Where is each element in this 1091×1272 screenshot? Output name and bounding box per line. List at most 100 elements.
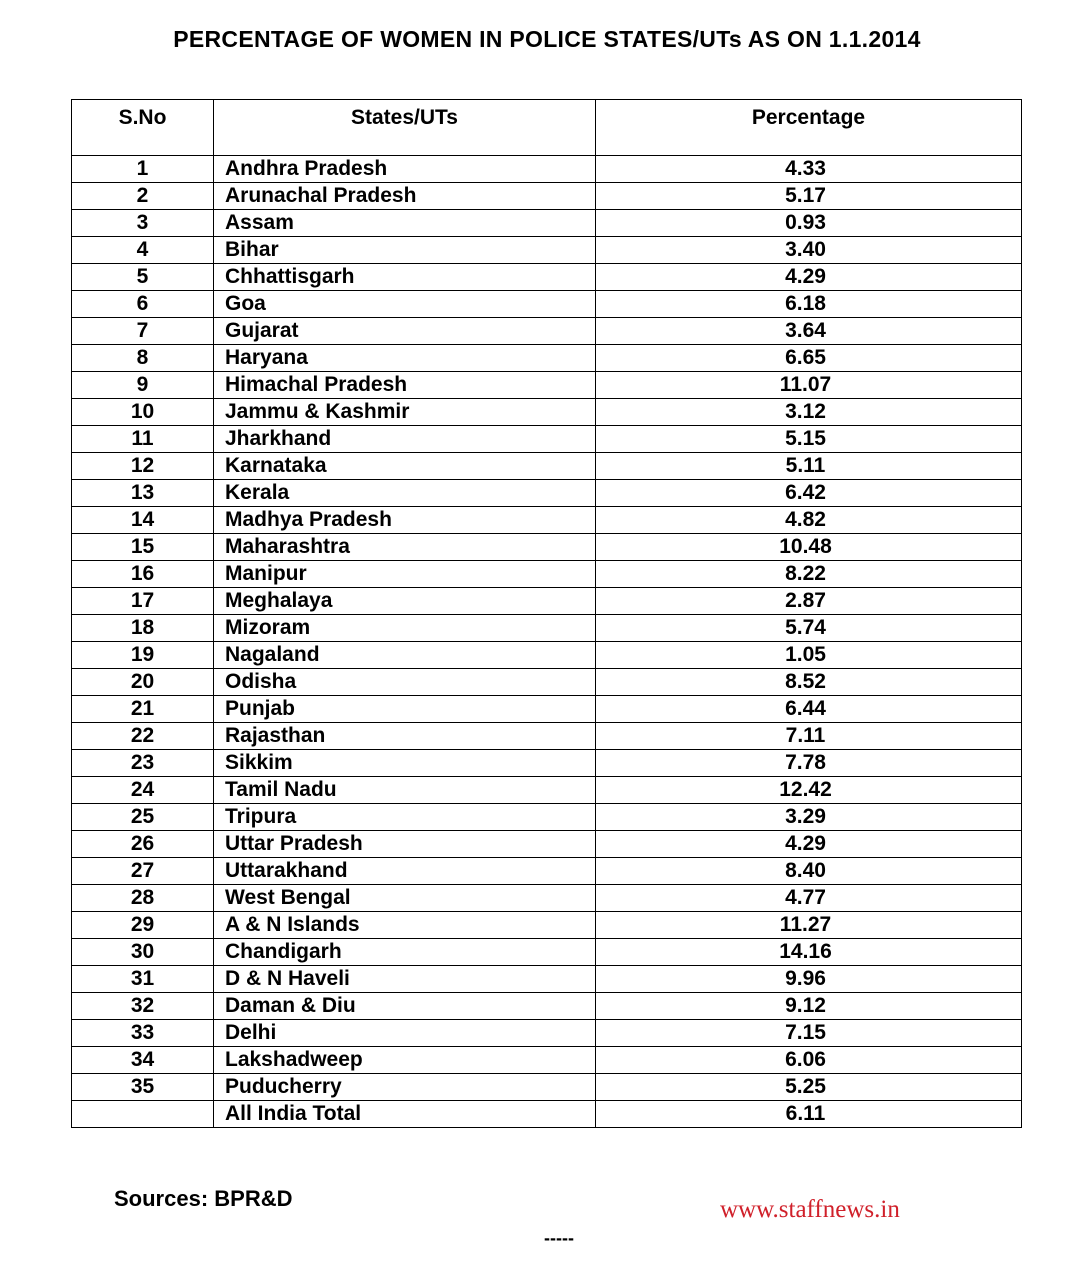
cell-sno: 25: [71, 803, 214, 831]
cell-state: Uttar Pradesh: [213, 830, 596, 858]
cell-state: All India Total: [213, 1100, 596, 1128]
cell-state: Tamil Nadu: [213, 776, 596, 804]
cell-sno: 22: [71, 722, 214, 750]
cell-percentage: 12.42: [595, 776, 1022, 804]
table-row: 19 Nagaland 1.05: [71, 641, 1022, 669]
table-row: 23 Sikkim 7.78: [71, 749, 1022, 777]
cell-sno: 29: [71, 911, 214, 939]
cell-sno: 28: [71, 884, 214, 912]
table-row: 16 Manipur 8.22: [71, 560, 1022, 588]
cell-percentage: 5.15: [595, 425, 1022, 453]
table-row: 18 Mizoram 5.74: [71, 614, 1022, 642]
cell-state: Lakshadweep: [213, 1046, 596, 1074]
cell-sno: 30: [71, 938, 214, 966]
cell-state: Puducherry: [213, 1073, 596, 1101]
table-row: 2 Arunachal Pradesh 5.17: [71, 182, 1022, 210]
cell-state: Arunachal Pradesh: [213, 182, 596, 210]
cell-sno: 33: [71, 1019, 214, 1047]
cell-sno: 18: [71, 614, 214, 642]
cell-state: Punjab: [213, 695, 596, 723]
table-row: 27 Uttarakhand 8.40: [71, 857, 1022, 885]
table-row: 33 Delhi 7.15: [71, 1019, 1022, 1047]
cell-state: Mizoram: [213, 614, 596, 642]
table-row: 30 Chandigarh 14.16: [71, 938, 1022, 966]
cell-sno: 24: [71, 776, 214, 804]
cell-state: Sikkim: [213, 749, 596, 777]
header-percentage: Percentage: [595, 99, 1022, 156]
cell-sno: 20: [71, 668, 214, 696]
table-row: 1 Andhra Pradesh 4.33: [71, 155, 1022, 183]
table-row: 14 Madhya Pradesh 4.82: [71, 506, 1022, 534]
total-row: All India Total 6.11: [71, 1100, 1022, 1128]
cell-sno: 17: [71, 587, 214, 615]
table-row: 10 Jammu & Kashmir 3.12: [71, 398, 1022, 426]
cell-state: Delhi: [213, 1019, 596, 1047]
table-row: 12 Karnataka 5.11: [71, 452, 1022, 480]
cell-percentage: 2.87: [595, 587, 1022, 615]
end-mark: -----: [544, 1228, 574, 1248]
table-row: 21 Punjab 6.44: [71, 695, 1022, 723]
cell-percentage: 5.25: [595, 1073, 1022, 1101]
cell-percentage: 8.52: [595, 668, 1022, 696]
cell-sno: 7: [71, 317, 214, 345]
cell-state: Gujarat: [213, 317, 596, 345]
cell-sno: 31: [71, 965, 214, 993]
cell-percentage: 0.93: [595, 209, 1022, 237]
table-row: 15 Maharashtra 10.48: [71, 533, 1022, 561]
cell-percentage: 6.11: [595, 1100, 1022, 1128]
cell-state: Karnataka: [213, 452, 596, 480]
cell-sno: 26: [71, 830, 214, 858]
table-row: 5 Chhattisgarh 4.29: [71, 263, 1022, 291]
cell-state: A & N Islands: [213, 911, 596, 939]
cell-sno: [71, 1100, 214, 1128]
cell-percentage: 4.29: [595, 263, 1022, 291]
table-row: 7 Gujarat 3.64: [71, 317, 1022, 345]
cell-state: Tripura: [213, 803, 596, 831]
cell-percentage: 8.22: [595, 560, 1022, 588]
cell-state: Haryana: [213, 344, 596, 372]
table-row: 26 Uttar Pradesh 4.29: [71, 830, 1022, 858]
cell-sno: 13: [71, 479, 214, 507]
cell-state: Jammu & Kashmir: [213, 398, 596, 426]
document-title: PERCENTAGE OF WOMEN IN POLICE STATES/UTs…: [173, 26, 921, 52]
cell-percentage: 6.06: [595, 1046, 1022, 1074]
table-row: 4 Bihar 3.40: [71, 236, 1022, 264]
cell-percentage: 3.64: [595, 317, 1022, 345]
cell-sno: 32: [71, 992, 214, 1020]
cell-state: Chhattisgarh: [213, 263, 596, 291]
cell-sno: 35: [71, 1073, 214, 1101]
cell-percentage: 5.74: [595, 614, 1022, 642]
cell-state: Madhya Pradesh: [213, 506, 596, 534]
cell-percentage: 4.29: [595, 830, 1022, 858]
header-sno: S.No: [71, 99, 214, 156]
cell-state: Manipur: [213, 560, 596, 588]
cell-percentage: 3.29: [595, 803, 1022, 831]
cell-state: Rajasthan: [213, 722, 596, 750]
cell-percentage: 5.11: [595, 452, 1022, 480]
table-row: 22 Rajasthan 7.11: [71, 722, 1022, 750]
cell-percentage: 6.44: [595, 695, 1022, 723]
cell-sno: 4: [71, 236, 214, 264]
cell-sno: 9: [71, 371, 214, 399]
cell-sno: 16: [71, 560, 214, 588]
cell-sno: 21: [71, 695, 214, 723]
cell-sno: 27: [71, 857, 214, 885]
cell-state: Chandigarh: [213, 938, 596, 966]
cell-percentage: 6.18: [595, 290, 1022, 318]
cell-state: Kerala: [213, 479, 596, 507]
table-row: 28 West Bengal 4.77: [71, 884, 1022, 912]
cell-sno: 34: [71, 1046, 214, 1074]
table-row: 29 A & N Islands 11.27: [71, 911, 1022, 939]
table-row: 20 Odisha 8.52: [71, 668, 1022, 696]
cell-percentage: 10.48: [595, 533, 1022, 561]
cell-percentage: 11.27: [595, 911, 1022, 939]
cell-percentage: 6.65: [595, 344, 1022, 372]
cell-state: Daman & Diu: [213, 992, 596, 1020]
cell-state: D & N Haveli: [213, 965, 596, 993]
table-row: 32 Daman & Diu 9.12: [71, 992, 1022, 1020]
cell-sno: 14: [71, 506, 214, 534]
cell-percentage: 3.12: [595, 398, 1022, 426]
table-row: 9 Himachal Pradesh 11.07: [71, 371, 1022, 399]
cell-sno: 1: [71, 155, 214, 183]
cell-state: Nagaland: [213, 641, 596, 669]
